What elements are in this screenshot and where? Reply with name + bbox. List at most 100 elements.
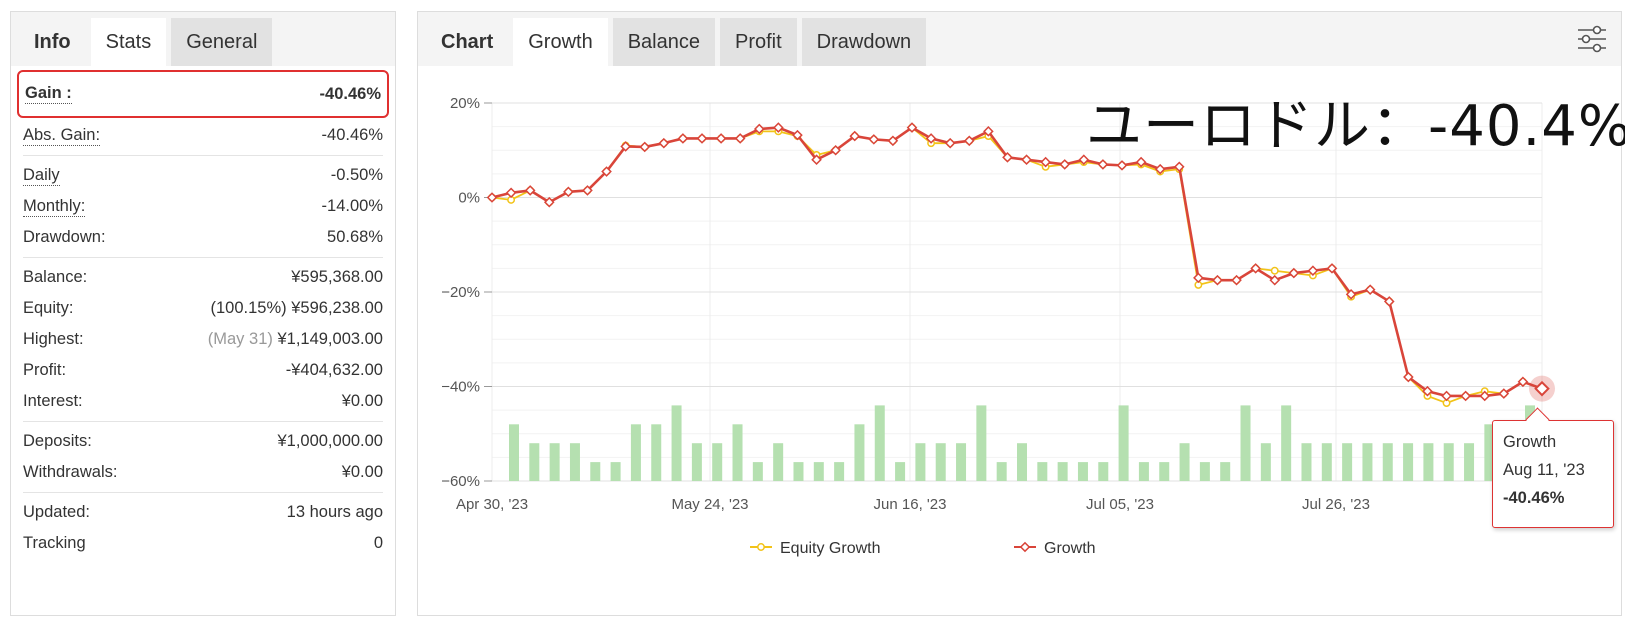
highest-value: ¥1,149,003.00 bbox=[277, 330, 383, 348]
y-tick-label: −40% bbox=[441, 379, 480, 396]
equity-value: ¥596,238.00 bbox=[291, 299, 383, 317]
growth-point bbox=[1269, 274, 1281, 286]
volume-bar bbox=[651, 424, 662, 481]
volume-bar bbox=[1098, 462, 1109, 481]
profit-row: Profit: -¥404,632.00 bbox=[23, 355, 383, 386]
volume-bar bbox=[1057, 462, 1068, 481]
monthly-label[interactable]: Monthly: bbox=[23, 196, 86, 217]
growth-point bbox=[734, 133, 746, 144]
highest-value-group: (May 31) ¥1,149,003.00 bbox=[208, 330, 383, 349]
growth-point bbox=[1460, 390, 1471, 402]
y-tick-label: −20% bbox=[441, 284, 480, 301]
volume-bar bbox=[1423, 443, 1434, 481]
volume-bar bbox=[1037, 462, 1048, 481]
profit-value: -¥404,632.00 bbox=[285, 361, 383, 379]
tab-stats[interactable]: Stats bbox=[90, 18, 167, 66]
legend-growth-marker bbox=[1019, 541, 1031, 553]
volume-bar bbox=[956, 443, 967, 481]
drawdown-value: 50.68% bbox=[327, 228, 383, 246]
account-stats-panel: Info Stats General Gain : -40.46% Abs. G… bbox=[10, 11, 396, 616]
growth-point bbox=[1002, 152, 1013, 163]
monthly-value: -14.00% bbox=[321, 197, 383, 215]
volume-bar bbox=[1301, 443, 1312, 481]
growth-point bbox=[983, 126, 994, 137]
tab-general[interactable]: General bbox=[171, 18, 273, 66]
tab-balance[interactable]: Balance bbox=[612, 18, 715, 66]
divider bbox=[23, 492, 383, 493]
equity-label: Equity: bbox=[23, 299, 74, 317]
tooltip-series: Growth bbox=[1503, 433, 1557, 451]
growth-point bbox=[582, 185, 593, 196]
volume-bar bbox=[1382, 443, 1393, 481]
deposits-row: Deposits: ¥1,000,000.00 bbox=[23, 426, 383, 457]
x-tick-label: May 24, '23 bbox=[671, 496, 748, 513]
volume-bar bbox=[1220, 462, 1231, 481]
highest-row: Highest: (May 31) ¥1,149,003.00 bbox=[23, 324, 383, 355]
chart-panel: Chart Growth Balance Profit Drawdown 20%… bbox=[417, 11, 1625, 616]
growth-point bbox=[1097, 159, 1109, 170]
growth-point bbox=[486, 192, 498, 203]
volume-bar bbox=[854, 424, 865, 481]
growth-point bbox=[620, 141, 631, 152]
equity-percent: (100.15%) bbox=[210, 299, 287, 317]
growth-point bbox=[963, 135, 975, 147]
growth-point bbox=[1173, 161, 1185, 173]
volume-bar bbox=[1240, 405, 1251, 481]
volume-bar bbox=[773, 443, 784, 481]
volume-bar bbox=[1159, 462, 1170, 481]
volume-bar bbox=[1443, 443, 1454, 481]
volume-bar bbox=[630, 424, 641, 481]
tab-drawdown[interactable]: Drawdown bbox=[801, 18, 927, 66]
y-tick-label: 20% bbox=[450, 95, 480, 112]
volume-bar bbox=[976, 405, 987, 481]
volume-bar bbox=[1118, 405, 1129, 481]
volume-bar bbox=[813, 462, 824, 481]
tab-info[interactable]: Info bbox=[34, 31, 71, 53]
sliders-icon[interactable] bbox=[1577, 24, 1607, 54]
volume-bar bbox=[1077, 462, 1088, 481]
tab-growth[interactable]: Growth bbox=[513, 18, 608, 66]
volume-bar bbox=[732, 424, 743, 481]
volume-bar bbox=[752, 462, 763, 481]
withdrawals-row: Withdrawals: ¥0.00 bbox=[23, 457, 383, 488]
growth-point bbox=[1403, 371, 1414, 383]
growth-point bbox=[1154, 163, 1166, 175]
growth-point bbox=[925, 133, 937, 144]
volume-bar bbox=[569, 443, 580, 481]
volume-bar bbox=[1017, 443, 1027, 481]
monthly-row: Monthly: -14.00% bbox=[23, 191, 383, 222]
chart-tooltip: Growth Aug 11, '23 -40.46% bbox=[1492, 407, 1614, 528]
withdrawals-value: ¥0.00 bbox=[341, 463, 383, 481]
gain-label[interactable]: Gain : bbox=[25, 84, 72, 104]
volume-bar bbox=[1484, 424, 1495, 481]
gain-value: -40.46% bbox=[319, 84, 381, 103]
volume-bar bbox=[1199, 462, 1210, 481]
volume-bar bbox=[996, 462, 1007, 481]
daily-label[interactable]: Daily bbox=[23, 165, 60, 186]
x-tick-label: Jun 16, '23 bbox=[874, 496, 947, 513]
growth-point bbox=[677, 133, 689, 144]
legend-equity-marker bbox=[757, 543, 765, 551]
legend-equity-label: Equity Growth bbox=[780, 540, 880, 557]
volume-bar bbox=[610, 462, 621, 481]
volume-bar bbox=[895, 462, 906, 481]
growth-point bbox=[1383, 296, 1395, 307]
volume-bar bbox=[874, 405, 885, 481]
volume-bar bbox=[671, 405, 682, 481]
growth-point bbox=[505, 187, 517, 199]
volume-bar bbox=[529, 443, 540, 481]
abs-gain-label[interactable]: Abs. Gain: bbox=[23, 125, 101, 146]
x-tick-label: Jul 26, '23 bbox=[1302, 496, 1370, 513]
tab-chart[interactable]: Chart bbox=[441, 31, 494, 53]
volume-bar bbox=[590, 462, 601, 481]
tab-profit[interactable]: Profit bbox=[719, 18, 797, 66]
balance-label: Balance: bbox=[23, 268, 88, 286]
volume-bar bbox=[1281, 405, 1292, 481]
growth-point bbox=[1116, 160, 1128, 171]
updated-label: Updated: bbox=[23, 503, 90, 521]
volume-bar bbox=[915, 443, 926, 481]
volume-bar bbox=[549, 443, 560, 481]
divider bbox=[23, 257, 383, 258]
growth-point bbox=[1135, 156, 1147, 168]
growth-point bbox=[1250, 263, 1261, 274]
